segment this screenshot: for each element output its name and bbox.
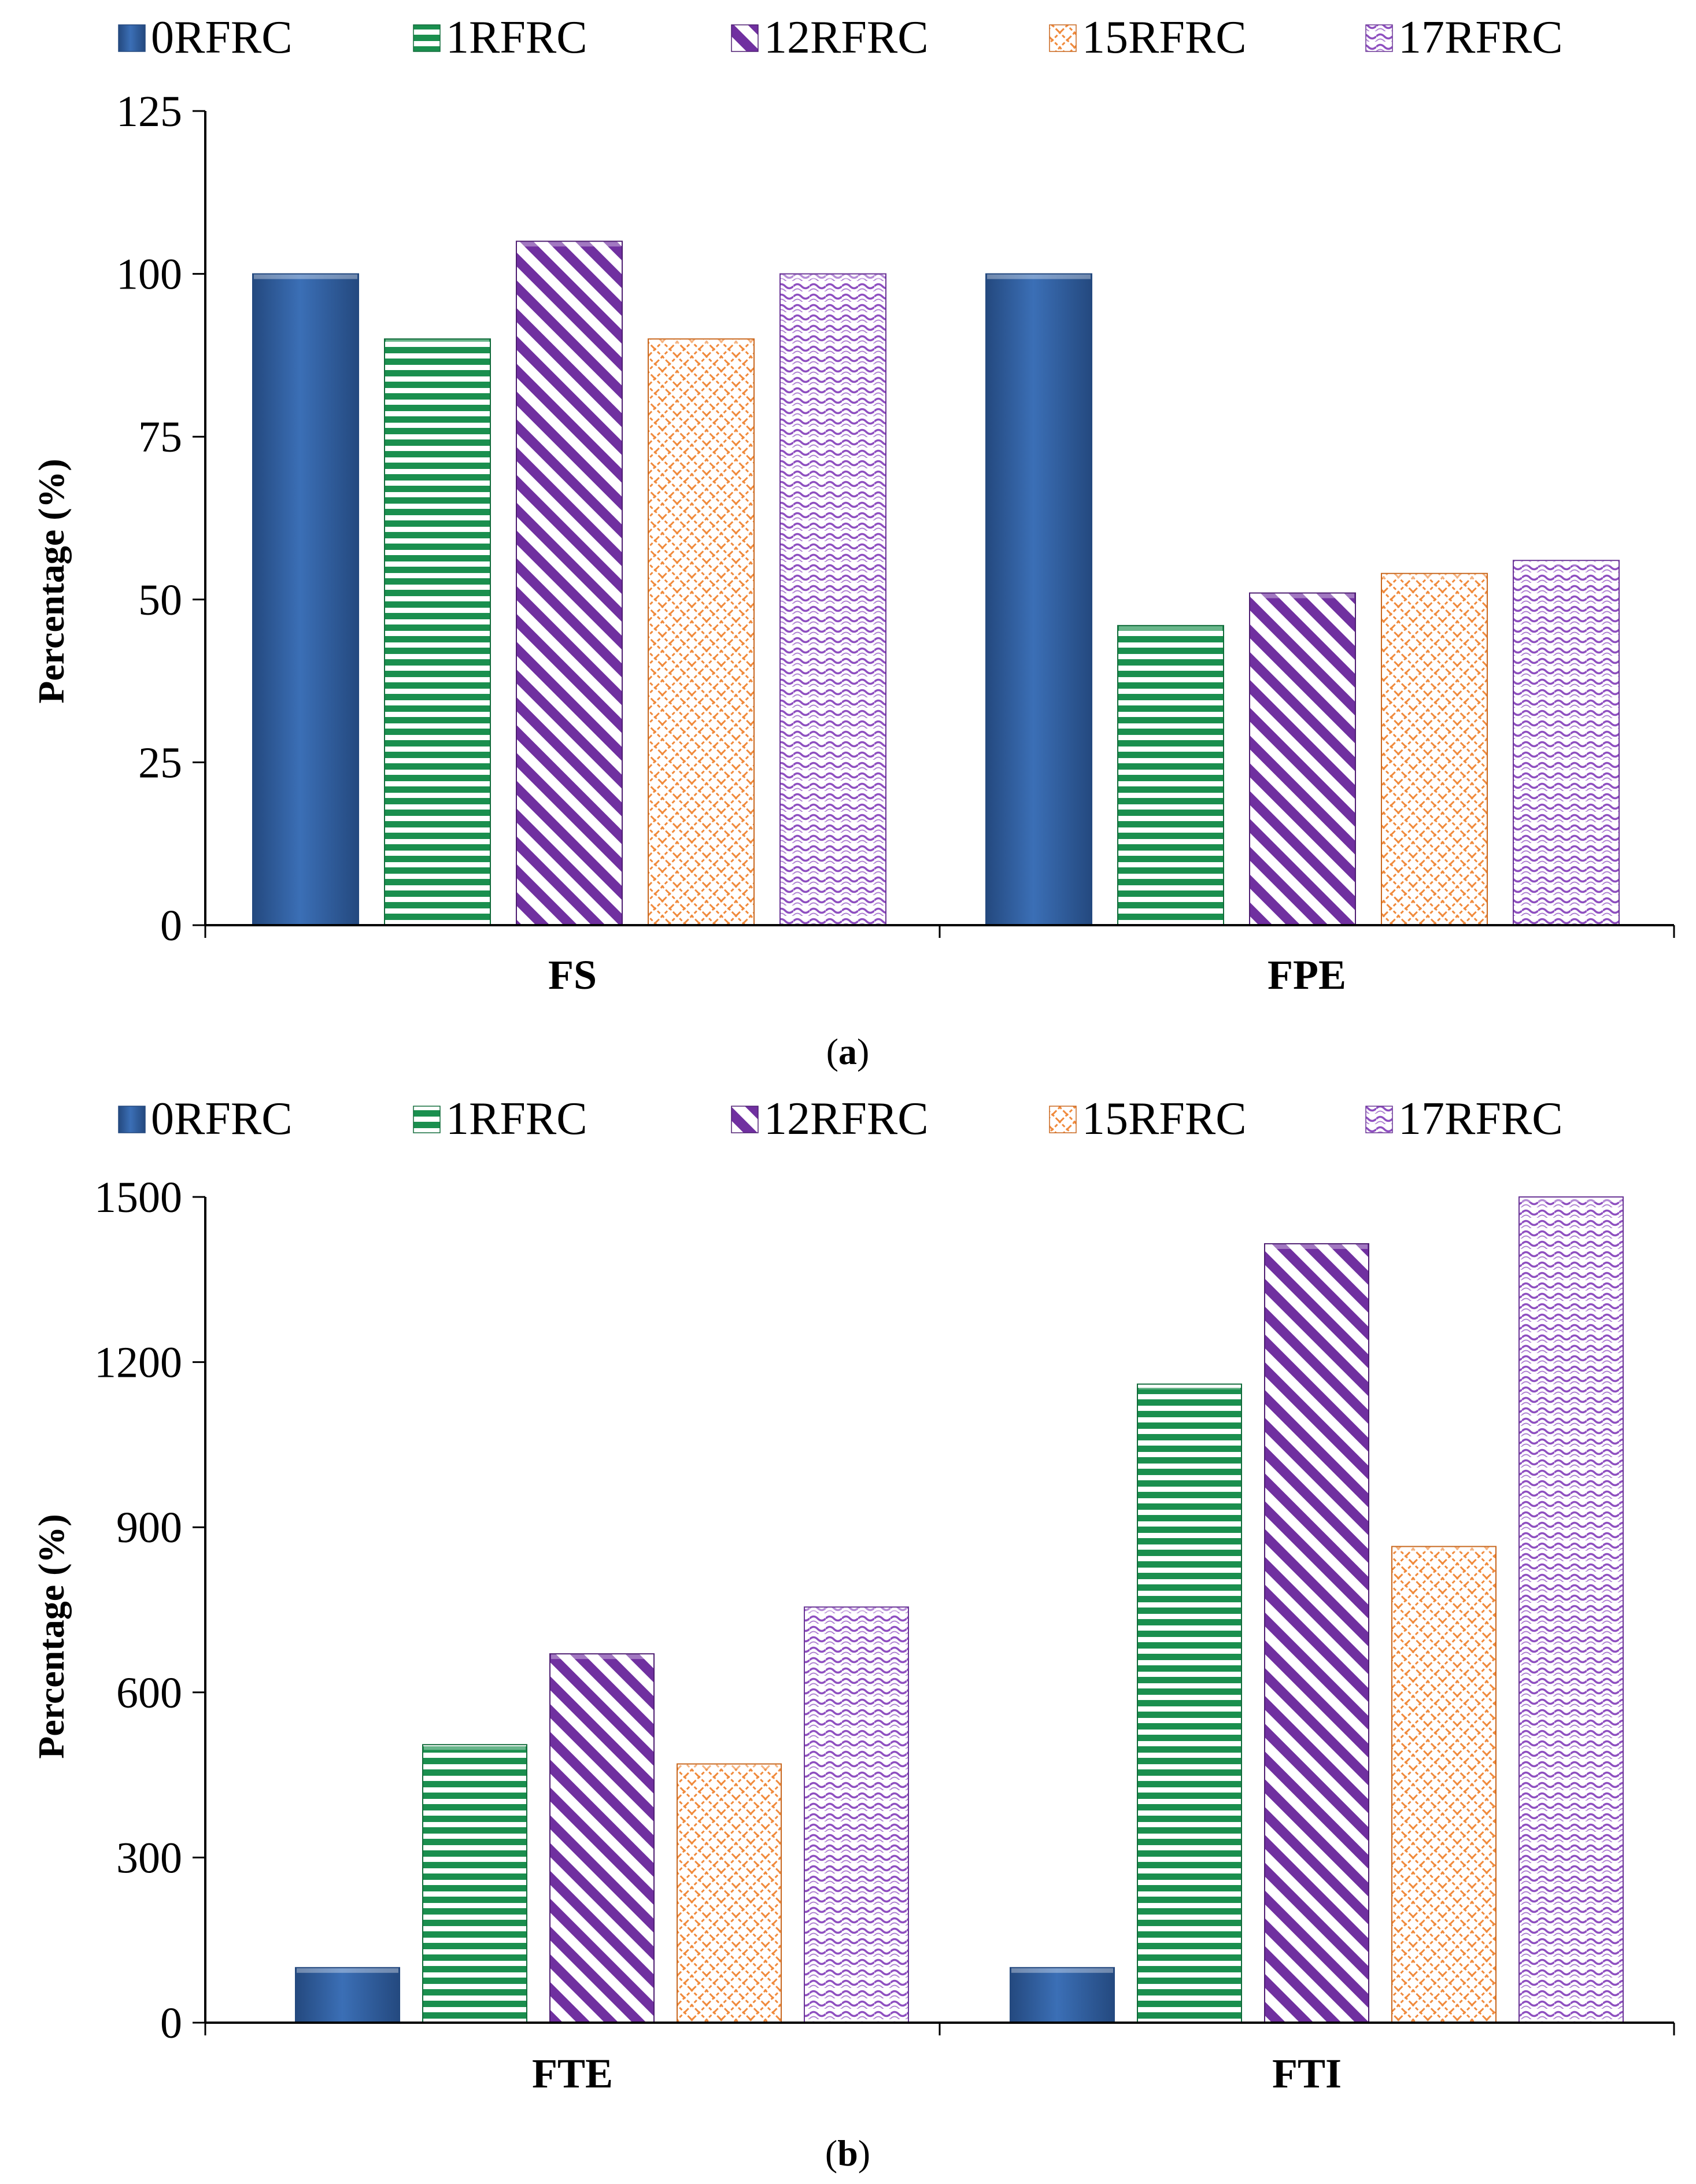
bar-1RFRC-FS xyxy=(384,338,491,926)
legend-swatch-1RFRC xyxy=(413,24,441,52)
bar-17RFRC-FTE xyxy=(804,1606,909,2023)
y-tick-label: 1500 xyxy=(94,1173,182,1222)
bar-0RFRC-FPE xyxy=(985,273,1092,926)
chart-panel-a: 0RFRC 1RFRC 12RFRC 15RFRC 17RFRC Percentage … xyxy=(31,12,1675,1072)
bar-highlight xyxy=(551,1654,653,1660)
legend-swatch-17RFRC xyxy=(1365,24,1393,52)
bar-highlight xyxy=(1139,1384,1240,1390)
bar-0RFRC-FTE xyxy=(295,1967,400,2024)
bar-12RFRC-FTI xyxy=(1264,1243,1369,2023)
bar-highlight xyxy=(1011,1968,1113,1973)
bar-highlight xyxy=(254,274,357,279)
category-labels-panel-b: FTE FTI xyxy=(532,2050,1342,2097)
bar-1RFRC-FTE xyxy=(422,1744,527,2023)
bar-highlight xyxy=(518,242,621,247)
y-tick-label: 1200 xyxy=(94,1339,182,1387)
y-tick-label: 125 xyxy=(116,87,182,136)
legend-panel-b: 0RFRC 1RFRC 12RFRC 15RFRC 17RFRC xyxy=(118,1093,1563,1144)
bar-15RFRC-FS xyxy=(648,338,755,926)
bar-highlight xyxy=(386,339,489,345)
y-tick-label: 50 xyxy=(138,576,182,624)
legend-swatch-12RFRC xyxy=(731,1106,759,1133)
axes-panel-a xyxy=(204,111,1675,938)
bar-17RFRC-FTI xyxy=(1518,1196,1624,2023)
legend-label-0RFRC: 0RFRC xyxy=(151,12,293,63)
bar-highlight xyxy=(781,274,885,279)
y-axis-label-panel-b: Percentage (%) xyxy=(31,1514,72,1759)
category-label-FTE: FTE xyxy=(532,2050,613,2097)
y-tick-label: 600 xyxy=(116,1669,182,1717)
legend-label-12RFRC: 12RFRC xyxy=(764,12,929,63)
category-labels-panel-a: FS FPE xyxy=(548,952,1346,998)
y-tick-label: 75 xyxy=(138,413,182,461)
chart-panel-b: 0RFRC 1RFRC 12RFRC 15RFRC 17RFRC Percentage … xyxy=(31,1093,1675,2174)
y-tick-label: 300 xyxy=(116,1834,182,1882)
bar-highlight xyxy=(1251,593,1354,598)
bar-17RFRC-FPE xyxy=(1513,560,1620,926)
bar-12RFRC-FS xyxy=(516,241,623,926)
legend-label-1RFRC: 1RFRC xyxy=(446,1093,587,1144)
bar-12RFRC-FTE xyxy=(549,1653,655,2023)
bar-17RFRC-FS xyxy=(779,273,886,926)
bar-highlight xyxy=(297,1968,398,1973)
legend-swatch-12RFRC xyxy=(731,24,759,52)
axes-panel-b xyxy=(204,1197,1675,2035)
category-label-FTI: FTI xyxy=(1272,2050,1342,2097)
legend-label-12RFRC: 12RFRC xyxy=(764,1093,929,1144)
legend-swatch-1RFRC xyxy=(413,1106,441,1133)
y-ticks-panel-a: 0 25 50 75 100 125 xyxy=(116,87,205,950)
legend-swatch-0RFRC xyxy=(118,24,146,52)
panel-caption-a: (a) xyxy=(826,1031,870,1072)
bar-1RFRC-FPE xyxy=(1117,624,1224,926)
bar-highlight xyxy=(649,339,753,345)
legend-swatch-15RFRC xyxy=(1049,1106,1077,1133)
y-tick-label: 0 xyxy=(160,1999,182,2048)
bar-15RFRC-FTI xyxy=(1391,1546,1497,2023)
bar-15RFRC-FTE xyxy=(677,1763,782,2024)
bar-highlight xyxy=(1393,1547,1495,1552)
bars-panel-a xyxy=(252,241,1620,926)
legend-label-1RFRC: 1RFRC xyxy=(446,12,587,63)
legend-label-15RFRC: 15RFRC xyxy=(1082,1093,1247,1144)
bar-0RFRC-FS xyxy=(252,273,359,926)
legend-swatch-0RFRC xyxy=(118,1106,146,1133)
y-tick-label: 25 xyxy=(138,738,182,787)
y-tick-label: 0 xyxy=(160,901,182,950)
panel-caption-b-letter: b xyxy=(837,2133,858,2174)
bar-highlight xyxy=(678,1764,780,1769)
legend-label-0RFRC: 0RFRC xyxy=(151,1093,293,1144)
bar-highlight xyxy=(1514,561,1618,566)
bar-0RFRC-FTI xyxy=(1010,1967,1115,2024)
legend-swatch-17RFRC xyxy=(1365,1106,1393,1133)
bar-highlight xyxy=(987,274,1091,279)
bar-12RFRC-FPE xyxy=(1249,592,1356,926)
category-label-FPE: FPE xyxy=(1268,952,1346,998)
category-label-FS: FS xyxy=(548,952,597,998)
y-ticks-panel-b: 0 300 600 900 1200 1500 xyxy=(94,1173,205,2048)
bar-highlight xyxy=(424,1745,526,1750)
y-tick-label: 100 xyxy=(116,250,182,299)
legend-panel-a: 0RFRC 1RFRC 12RFRC 15RFRC 17RFRC xyxy=(118,12,1563,63)
bars-panel-b xyxy=(295,1196,1624,2024)
legend-swatch-15RFRC xyxy=(1049,24,1077,52)
y-tick-label: 900 xyxy=(116,1503,182,1552)
bar-highlight xyxy=(805,1607,907,1613)
legend-label-17RFRC: 17RFRC xyxy=(1398,12,1563,63)
bar-15RFRC-FPE xyxy=(1381,572,1488,926)
bar-highlight xyxy=(1520,1198,1622,1202)
panel-caption-a-letter: a xyxy=(838,1031,857,1072)
panel-caption-b: (b) xyxy=(825,2133,870,2174)
bar-1RFRC-FTI xyxy=(1137,1383,1242,2023)
legend-label-15RFRC: 15RFRC xyxy=(1082,12,1247,63)
y-axis-label-panel-a: Percentage (%) xyxy=(31,459,72,704)
legend-label-17RFRC: 17RFRC xyxy=(1398,1093,1563,1144)
bar-highlight xyxy=(1119,626,1222,631)
bar-highlight xyxy=(1266,1244,1368,1249)
bar-highlight xyxy=(1383,574,1486,579)
